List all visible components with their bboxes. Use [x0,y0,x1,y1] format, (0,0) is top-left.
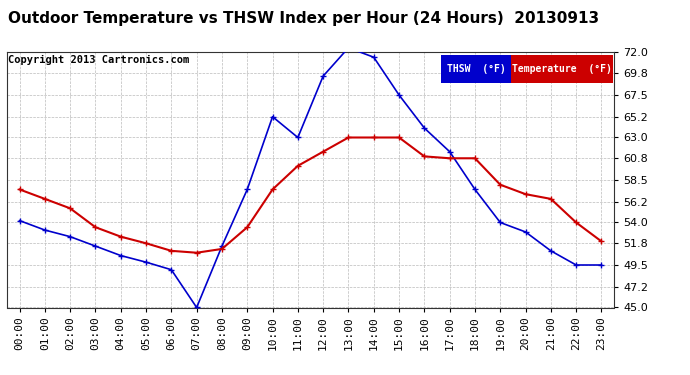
Bar [441,55,511,83]
Text: THSW  (°F): THSW (°F) [446,64,505,74]
Text: Outdoor Temperature vs THSW Index per Hour (24 Hours)  20130913: Outdoor Temperature vs THSW Index per Ho… [8,11,599,26]
Text: Copyright 2013 Cartronics.com: Copyright 2013 Cartronics.com [8,55,189,65]
Bar [511,55,613,83]
Text: Temperature  (°F): Temperature (°F) [512,64,612,74]
